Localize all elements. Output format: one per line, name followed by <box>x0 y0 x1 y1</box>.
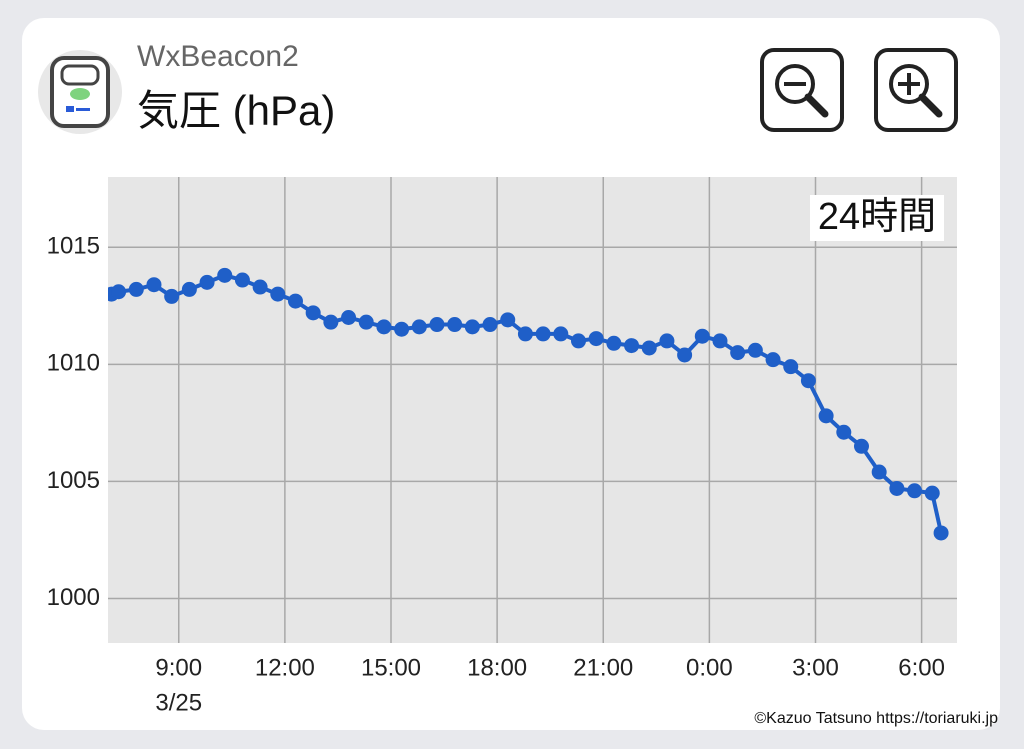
y-tick-label: 1000 <box>47 584 100 611</box>
data-point <box>146 277 162 293</box>
zoom-out-button[interactable] <box>760 48 844 132</box>
data-point <box>588 331 604 347</box>
data-point <box>535 326 551 342</box>
x-sublabel: 3/25 <box>155 689 202 716</box>
x-tick-label: 0:00 <box>686 654 733 681</box>
data-point <box>606 335 622 351</box>
x-tick-label: 6:00 <box>898 654 945 681</box>
y-tick-label: 1005 <box>47 467 100 494</box>
credit: ©Kazuo Tatsuno https://toriaruki.jp <box>754 710 998 727</box>
x-tick-label: 9:00 <box>155 654 202 681</box>
data-point <box>199 274 215 290</box>
data-point <box>783 359 799 375</box>
x-tick-label: 3:00 <box>792 654 839 681</box>
data-point <box>889 480 905 496</box>
data-point <box>677 347 693 363</box>
data-point <box>252 279 268 295</box>
data-point <box>553 326 569 342</box>
data-point <box>411 319 427 335</box>
x-tick-label: 21:00 <box>573 654 633 681</box>
chart-title: 気圧 (hPa) <box>137 87 335 134</box>
data-point <box>853 438 869 454</box>
y-tick-label: 1015 <box>47 233 100 260</box>
data-point <box>818 408 834 424</box>
data-point <box>765 352 781 368</box>
x-tick-label: 12:00 <box>255 654 315 681</box>
x-tick-label: 18:00 <box>467 654 527 681</box>
data-point <box>358 314 374 330</box>
data-point <box>924 485 940 501</box>
data-point <box>570 333 586 349</box>
data-point <box>181 281 197 297</box>
range-label: 24時間 <box>818 196 936 238</box>
data-point <box>270 286 286 302</box>
data-point <box>624 338 640 354</box>
data-point <box>323 314 339 330</box>
data-point <box>305 305 321 321</box>
data-point <box>641 340 657 356</box>
data-point <box>730 345 746 361</box>
data-point <box>287 293 303 309</box>
data-point <box>871 464 887 480</box>
data-point <box>447 317 463 333</box>
data-point <box>500 312 516 328</box>
zoom-in-button[interactable] <box>874 48 958 132</box>
data-point <box>712 333 728 349</box>
data-point <box>394 321 410 337</box>
data-point <box>517 326 533 342</box>
y-tick-label: 1010 <box>47 350 100 377</box>
range-label-box <box>810 195 944 241</box>
data-point <box>800 373 816 389</box>
data-point <box>164 288 180 304</box>
data-point <box>111 284 127 300</box>
data-point <box>429 317 445 333</box>
data-point <box>128 281 144 297</box>
data-point <box>836 424 852 440</box>
data-point <box>694 328 710 344</box>
data-point <box>234 272 250 288</box>
data-point <box>376 319 392 335</box>
data-point <box>482 317 498 333</box>
data-point <box>464 319 480 335</box>
app-icon <box>38 50 122 134</box>
data-point <box>217 267 233 283</box>
data-point <box>659 333 675 349</box>
app-name: WxBeacon2 <box>137 40 299 73</box>
data-point <box>747 342 763 358</box>
data-point <box>907 483 923 499</box>
data-point <box>341 310 357 326</box>
data-point <box>933 525 949 541</box>
x-tick-label: 15:00 <box>361 654 421 681</box>
